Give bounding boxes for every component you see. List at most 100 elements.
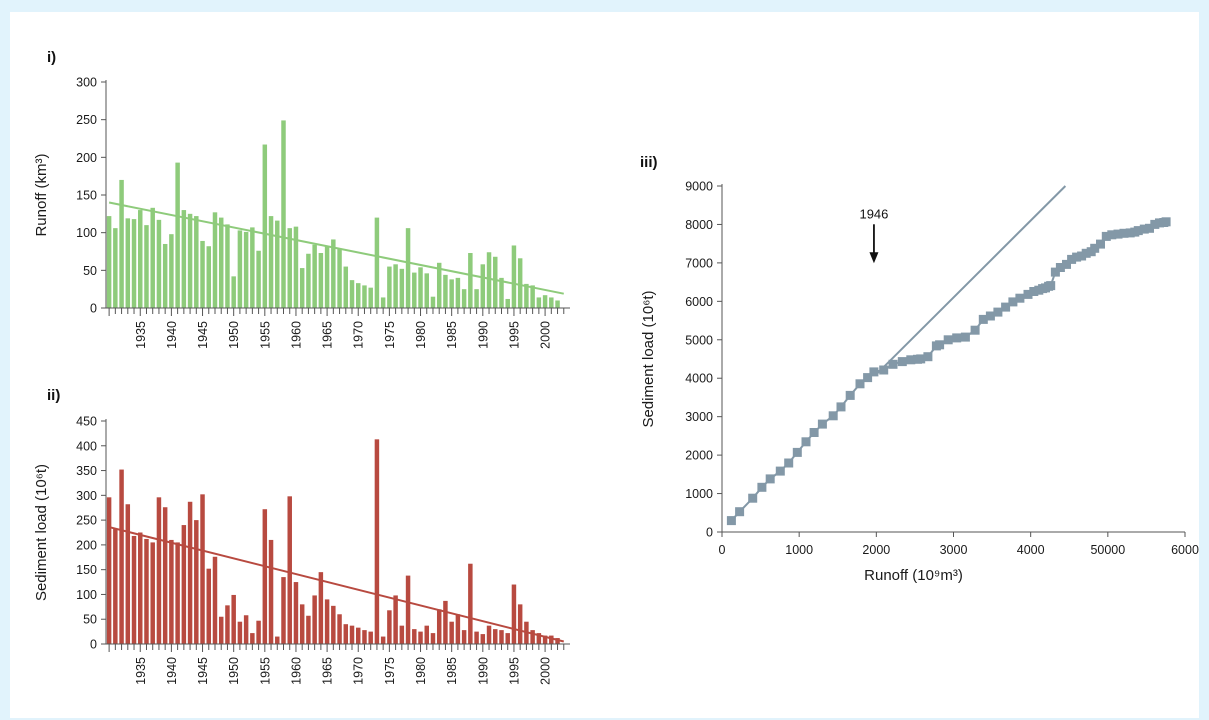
panel-3-point — [836, 402, 846, 412]
panel-1-bar — [511, 245, 517, 308]
panel-2-bar — [250, 633, 255, 644]
panel-3-point — [828, 411, 838, 421]
panel-2-bar — [287, 496, 292, 644]
panel-2-label: ii) — [47, 387, 60, 404]
panel-1-bar — [468, 253, 473, 308]
panel-3-point — [817, 419, 827, 429]
panel-2-bar — [443, 600, 448, 644]
panel-2-bar — [486, 625, 492, 644]
panel-2-bar — [474, 631, 479, 644]
panel-1-bar — [106, 216, 112, 308]
panel-3-point — [1150, 219, 1160, 229]
panel-1-y-tick-label: 0 — [90, 302, 97, 316]
panel-1-bar — [436, 262, 442, 308]
panel-1-bar — [461, 289, 467, 308]
panel-1-bar — [119, 179, 124, 308]
panel-3-point — [923, 352, 933, 362]
panel-2-y-tick-label: 300 — [76, 489, 97, 503]
panel-1-bar — [505, 298, 510, 308]
panel-3-point — [809, 428, 819, 437]
panel-1-y-tick-label: 150 — [76, 189, 97, 203]
panel-2-bar — [505, 633, 510, 644]
panel-3-point — [1015, 293, 1025, 303]
panel-2-bar — [511, 584, 517, 644]
panel-2-bar — [218, 616, 224, 644]
panel-3-y-axis-title: Sediment load (10⁶t) — [640, 290, 657, 427]
panel-1-bar — [225, 224, 230, 308]
panel-1-bar — [399, 268, 405, 308]
panel-2-y-tick-label: 450 — [76, 415, 97, 429]
panel-1-bar — [250, 227, 255, 308]
panel-3-point — [726, 516, 736, 526]
panel-1-bar — [200, 240, 205, 308]
panel-3-point — [1072, 252, 1082, 262]
panel-3-annotation-arrow-head — [869, 252, 879, 264]
panel-3-x-tick-label: 6000 — [1171, 543, 1199, 557]
panel-3-point — [978, 314, 988, 324]
panel-3-point — [1125, 228, 1135, 238]
panel-2-x-tick-label: 1960 — [289, 657, 303, 685]
panel-1-bar — [530, 285, 535, 308]
panel-1-bar — [312, 244, 317, 308]
panel-1-x-tick-label: 1980 — [414, 321, 428, 349]
panel-2-x-tick-label: 1975 — [383, 657, 397, 685]
panel-2-x-tick-label: 2000 — [539, 657, 553, 685]
panel-2-bar — [542, 635, 548, 644]
panel-2-bar — [430, 633, 436, 644]
panel-2-y-tick-label: 50 — [83, 613, 97, 627]
panel-2-x-tick-label: 1985 — [445, 657, 459, 685]
panel-2-bar — [119, 469, 124, 644]
panel-2-x-tick-label: 1965 — [321, 657, 335, 685]
panel-1-bar — [212, 212, 218, 308]
panel-1-bar — [318, 253, 324, 308]
panel-2-bar — [275, 636, 280, 644]
panel-1-bar — [555, 300, 560, 308]
panel-1-bar — [331, 239, 336, 308]
panel-1-bar — [349, 280, 355, 308]
panel-3-point — [1055, 263, 1065, 272]
panel-3-x-tick-label: 2000 — [862, 543, 890, 557]
panel-1-bar — [287, 228, 292, 308]
panel-1-x-tick-label: 1945 — [196, 321, 210, 349]
panel-1-y-tick-label: 100 — [76, 226, 97, 240]
panel-1-bar — [125, 218, 131, 308]
panel-1-bar — [237, 230, 243, 308]
panel-3-x-tick-label: 1000 — [785, 543, 813, 557]
panel-2-bar — [517, 604, 523, 644]
panel-3-point — [1067, 254, 1077, 264]
panel-1-bar — [162, 243, 168, 308]
panel-3-point — [855, 379, 865, 389]
panel-2-bar — [555, 638, 560, 644]
panel-2-x-tick-label: 1955 — [258, 657, 272, 685]
panel-1-x-tick-label: 1990 — [476, 321, 490, 349]
panel-1-bar — [387, 266, 392, 308]
panel-2-bar — [281, 577, 286, 644]
panel-2-x-tick-label: 1980 — [414, 657, 428, 685]
panel-1-bar — [337, 249, 342, 308]
panel-1-y-axis-title: Runoff (km³) — [33, 153, 50, 236]
panel-1-bar — [131, 219, 137, 308]
panel-3-y-tick-label: 9000 — [685, 180, 713, 194]
panel-3-point — [1096, 239, 1105, 249]
panel-3-point — [943, 335, 953, 345]
panel-2-bar — [299, 604, 305, 644]
panel-1-x-tick-label: 1935 — [134, 321, 148, 349]
panel-1-x-tick-label: 1975 — [383, 321, 397, 349]
panel-2-bar — [106, 497, 112, 644]
panel-2-bar — [312, 595, 317, 644]
panel-2-bar — [231, 594, 236, 644]
panel-3-x-tick-label: 3000 — [940, 543, 968, 557]
panel-2-bar — [293, 582, 299, 644]
panel-1-bar — [187, 213, 193, 308]
panel-2-bar — [393, 595, 398, 644]
panel-1-x-tick-label: 1970 — [352, 321, 366, 349]
panel-3-point — [952, 333, 962, 343]
panel-2-bar — [536, 633, 542, 644]
panel-3-point — [916, 354, 926, 364]
panel-2-y-tick-label: 150 — [76, 563, 97, 577]
panel-3-point — [1113, 229, 1123, 239]
panel-2-bar — [187, 501, 193, 644]
panel-3-cumulative-line — [730, 220, 1167, 522]
panel-3-y-tick-label: 0 — [706, 526, 713, 540]
panel-2-bar — [343, 624, 349, 644]
